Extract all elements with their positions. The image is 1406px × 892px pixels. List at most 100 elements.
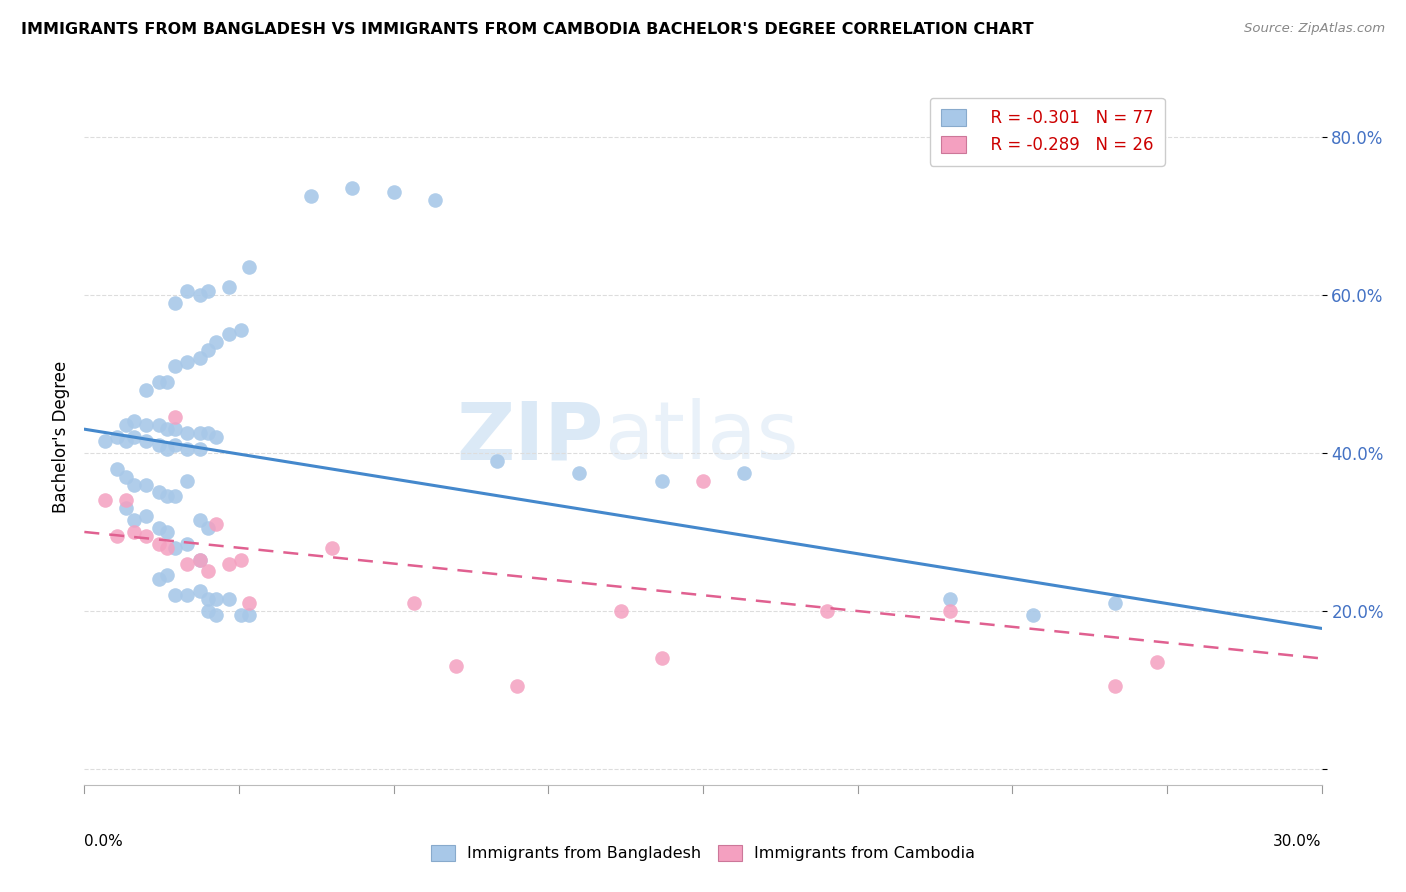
Text: IMMIGRANTS FROM BANGLADESH VS IMMIGRANTS FROM CAMBODIA BACHELOR'S DEGREE CORRELA: IMMIGRANTS FROM BANGLADESH VS IMMIGRANTS… bbox=[21, 22, 1033, 37]
Point bbox=[135, 434, 157, 448]
Point bbox=[299, 189, 322, 203]
Point bbox=[156, 568, 179, 582]
Point bbox=[165, 422, 187, 436]
Point bbox=[122, 513, 145, 527]
Point bbox=[122, 524, 145, 539]
Legend: Immigrants from Bangladesh, Immigrants from Cambodia: Immigrants from Bangladesh, Immigrants f… bbox=[422, 835, 984, 871]
Point bbox=[114, 469, 136, 483]
Point bbox=[218, 280, 240, 294]
Point bbox=[148, 438, 170, 452]
Point bbox=[609, 604, 631, 618]
Point bbox=[229, 552, 252, 566]
Point bbox=[148, 418, 170, 433]
Point bbox=[188, 426, 211, 441]
Point bbox=[165, 489, 187, 503]
Text: 30.0%: 30.0% bbox=[1274, 834, 1322, 848]
Point bbox=[148, 375, 170, 389]
Point bbox=[156, 524, 179, 539]
Point bbox=[176, 588, 198, 602]
Point bbox=[176, 284, 198, 298]
Point bbox=[94, 434, 117, 448]
Point bbox=[165, 541, 187, 555]
Point bbox=[229, 323, 252, 337]
Point bbox=[188, 351, 211, 365]
Point bbox=[135, 477, 157, 491]
Point bbox=[148, 573, 170, 587]
Point bbox=[122, 430, 145, 444]
Point bbox=[692, 474, 714, 488]
Point bbox=[238, 607, 260, 622]
Point bbox=[135, 418, 157, 433]
Point bbox=[651, 651, 673, 665]
Point bbox=[176, 557, 198, 571]
Text: atlas: atlas bbox=[605, 398, 799, 476]
Point bbox=[218, 327, 240, 342]
Point bbox=[815, 604, 838, 618]
Point bbox=[156, 422, 179, 436]
Point bbox=[205, 592, 228, 607]
Point bbox=[165, 410, 187, 425]
Point bbox=[238, 596, 260, 610]
Point bbox=[135, 529, 157, 543]
Text: 0.0%: 0.0% bbox=[84, 834, 124, 848]
Point bbox=[188, 552, 211, 566]
Point bbox=[176, 474, 198, 488]
Text: Source: ZipAtlas.com: Source: ZipAtlas.com bbox=[1244, 22, 1385, 36]
Point bbox=[205, 607, 228, 622]
Point bbox=[148, 485, 170, 500]
Point bbox=[114, 434, 136, 448]
Point bbox=[1022, 607, 1045, 622]
Point bbox=[423, 193, 446, 207]
Text: ZIP: ZIP bbox=[457, 398, 605, 476]
Point bbox=[188, 442, 211, 456]
Point bbox=[114, 493, 136, 508]
Point bbox=[188, 287, 211, 301]
Point bbox=[188, 552, 211, 566]
Point bbox=[165, 438, 187, 452]
Point bbox=[165, 588, 187, 602]
Point bbox=[568, 466, 591, 480]
Point bbox=[156, 541, 179, 555]
Point bbox=[197, 521, 219, 535]
Point bbox=[148, 537, 170, 551]
Point bbox=[321, 541, 343, 555]
Point bbox=[122, 477, 145, 491]
Point bbox=[382, 185, 405, 199]
Point bbox=[733, 466, 755, 480]
Point bbox=[1104, 596, 1126, 610]
Point bbox=[1104, 679, 1126, 693]
Point bbox=[105, 430, 128, 444]
Point bbox=[176, 537, 198, 551]
Point bbox=[148, 521, 170, 535]
Point bbox=[114, 418, 136, 433]
Point bbox=[651, 474, 673, 488]
Point bbox=[197, 284, 219, 298]
Point bbox=[404, 596, 426, 610]
Point bbox=[939, 592, 962, 607]
Point bbox=[176, 426, 198, 441]
Point bbox=[105, 461, 128, 475]
Point bbox=[229, 607, 252, 622]
Point bbox=[197, 343, 219, 357]
Point bbox=[218, 557, 240, 571]
Point bbox=[506, 679, 529, 693]
Point bbox=[94, 493, 117, 508]
Point bbox=[122, 414, 145, 428]
Point bbox=[218, 592, 240, 607]
Point bbox=[485, 454, 508, 468]
Point bbox=[1146, 656, 1168, 670]
Point bbox=[176, 355, 198, 369]
Point bbox=[205, 335, 228, 350]
Point bbox=[156, 442, 179, 456]
Point bbox=[197, 604, 219, 618]
Point bbox=[135, 509, 157, 524]
Point bbox=[165, 295, 187, 310]
Point bbox=[197, 565, 219, 579]
Point bbox=[156, 489, 179, 503]
Point bbox=[105, 529, 128, 543]
Point bbox=[156, 375, 179, 389]
Y-axis label: Bachelor's Degree: Bachelor's Degree bbox=[52, 361, 70, 513]
Point bbox=[114, 501, 136, 516]
Point bbox=[165, 359, 187, 373]
Point bbox=[205, 516, 228, 531]
